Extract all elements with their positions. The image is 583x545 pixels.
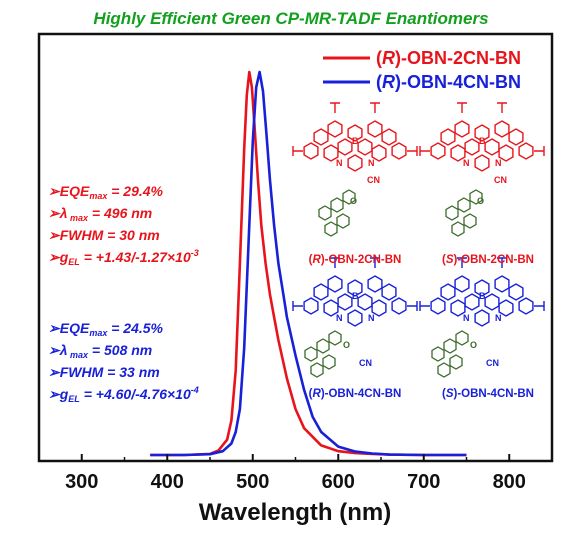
x-tick-label-700: 700 [407, 471, 440, 493]
molecule-core: B N N CN [292, 257, 418, 368]
atom-o: O [350, 196, 357, 206]
chart-title: Highly Efficient Green CP-MR-TADF Enanti… [93, 9, 488, 28]
cn-label: CN [494, 175, 507, 185]
series-line-r-obn-2cn-bn [150, 70, 467, 457]
binaphthol-unit: O [431, 330, 477, 378]
atom-n-right: N [495, 158, 502, 168]
x-tick-label-500: 500 [236, 471, 269, 493]
atom-n-right: N [495, 313, 502, 323]
molecule-core: B N N CN [292, 102, 418, 185]
annotation-blue-eqe: ➢EQEmax = 24.5% [48, 320, 164, 338]
molecule-s-obn-2cn-bn: B N N CN O [419, 102, 545, 237]
x-tick-label-400: 400 [151, 471, 184, 493]
annotation-red-gel: ➢gEL = +1.43/-1.27×10-3 [48, 248, 199, 267]
x-tick-label-800: 800 [493, 471, 526, 493]
legend: (R)-OBN-2CN-BN (R)-OBN-4CN-BN [323, 48, 521, 92]
annotation-blue-lambda: ➢λ max = 508 nm [48, 342, 152, 360]
annotation-blue-gel: ➢gEL = +4.60/-4.76×10-4 [48, 385, 199, 404]
x-tick-label-600: 600 [322, 471, 355, 493]
caption-s-obn-4cn-bn: (S)-OBN-4CN-BN [442, 388, 534, 400]
molecule-r-obn-4cn-bn: B N N CN O [292, 257, 418, 378]
atom-b: B [352, 291, 359, 301]
caption-r-obn-2cn-bn: (R)-OBN-2CN-BN [309, 254, 402, 266]
atom-n-left: N [336, 313, 343, 323]
caption-s-obn-2cn-bn: (S)-OBN-2CN-BN [442, 254, 534, 266]
legend-label-r-obn-4cn-bn: (R)-OBN-4CN-BN [376, 72, 521, 92]
atom-o: O [477, 196, 484, 206]
molecule-core: B N N CN [419, 257, 545, 368]
binaphthol-unit: O [445, 189, 484, 237]
atom-o: O [470, 340, 477, 350]
cn-label: CN [367, 175, 380, 185]
legend-label-r-obn-2cn-bn: (R)-OBN-2CN-BN [376, 48, 521, 68]
annotation-red: ➢EQEmax = 29.4% ➢λ max = 496 nm ➢FWHM = … [48, 183, 199, 267]
series-line-r-obn-4cn-bn [150, 70, 467, 457]
binaphthol-unit: O [318, 189, 357, 237]
caption-r-obn-4cn-bn: (R)-OBN-4CN-BN [309, 388, 402, 400]
annotation-red-fwhm: ➢FWHM = 30 nm [48, 227, 160, 243]
molecule-core: B N N CN [419, 102, 545, 185]
atom-b: B [352, 136, 359, 146]
x-axis-ticks: 300 400 500 600 700 800 [38, 454, 553, 493]
atom-n-right: N [368, 313, 375, 323]
cn-label: CN [359, 358, 372, 368]
binaphthol-unit: O [304, 330, 350, 378]
atom-n-right: N [368, 158, 375, 168]
annotation-blue-fwhm: ➢FWHM = 33 nm [48, 364, 160, 380]
atom-n-left: N [463, 158, 470, 168]
molecule-r-obn-2cn-bn: B N N CN O [292, 102, 418, 237]
annotation-red-lambda: ➢λ max = 496 nm [48, 205, 152, 223]
annotation-blue: ➢EQEmax = 24.5% ➢λ max = 508 nm ➢FWHM = … [48, 320, 199, 404]
annotation-red-eqe: ➢EQEmax = 29.4% [48, 183, 164, 201]
atom-n-left: N [463, 313, 470, 323]
atom-b: B [479, 136, 486, 146]
x-tick-label-300: 300 [65, 471, 98, 493]
atom-o: O [343, 340, 350, 350]
x-axis-label: Wavelength (nm) [199, 499, 391, 526]
molecule-s-obn-4cn-bn: B N N CN O [419, 257, 545, 378]
atom-n-left: N [336, 158, 343, 168]
atom-b: B [479, 291, 486, 301]
cn-label: CN [486, 358, 499, 368]
